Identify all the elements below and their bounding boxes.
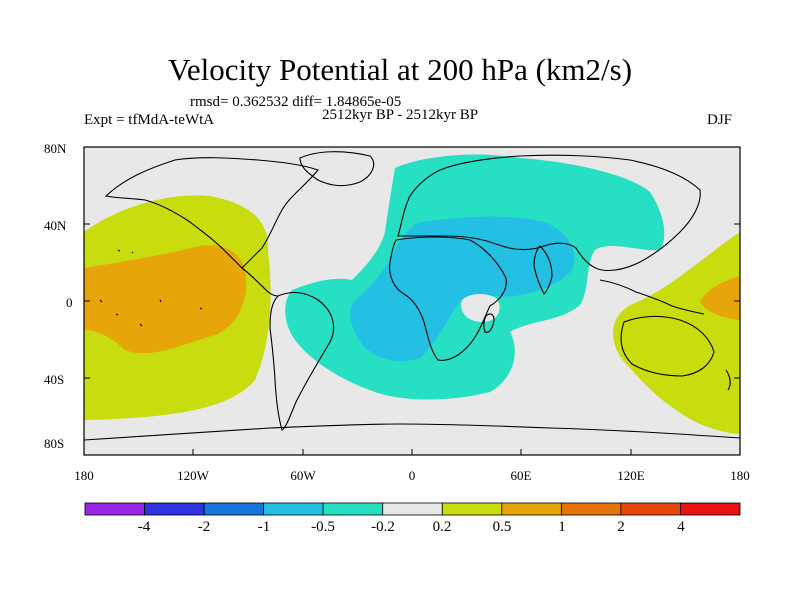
africa-negative-moderate — [350, 216, 575, 362]
lon-label-60e: 60E — [510, 468, 532, 483]
colorbar-label: 0.5 — [492, 519, 512, 535]
coast-maritime — [599, 279, 705, 315]
coast-madagascar — [483, 313, 495, 333]
colorbar-box-8 — [560, 502, 622, 516]
colorbar-box-4 — [322, 502, 384, 516]
lat-label-40n: 40N — [44, 218, 67, 233]
colorbar-label: -4 — [137, 519, 151, 535]
lon-label-180e: 180 — [730, 468, 750, 483]
westpac-positive-moderate — [700, 276, 740, 320]
lat-label-40s: 40S — [44, 372, 65, 387]
colorbar-box-9 — [620, 502, 681, 516]
colorbar-label: -0.2 — [371, 519, 395, 535]
axis-ticks — [83, 146, 741, 456]
coast-south-america — [269, 291, 335, 431]
lat-label-80s: 80S — [44, 436, 65, 451]
plot-title: Velocity Potential at 200 hPa (km2/s) — [167, 52, 633, 87]
coast-new-zealand — [725, 369, 731, 391]
colorbar-box-6 — [441, 502, 503, 516]
lat-label-0: 0 — [66, 295, 73, 310]
lon-label-120w: 120W — [177, 468, 209, 483]
colorbar-label: -1 — [257, 519, 271, 535]
coast-antarctica — [84, 423, 740, 441]
lon-label-60w: 60W — [290, 468, 316, 483]
coast-australia — [620, 315, 715, 377]
period-label: 2512kyr BP - 2512kyr BP — [322, 107, 479, 123]
lat-label-80n: 80N — [44, 141, 67, 156]
lon-label-0: 0 — [408, 468, 416, 483]
colorbar-box-7 — [501, 502, 562, 516]
colorbar-label: 0.2 — [432, 519, 452, 535]
colorbar-label: 2 — [617, 519, 625, 535]
contour-field — [84, 151, 740, 441]
colorbar-box-2 — [203, 502, 265, 516]
colorbar-label: 4 — [677, 519, 685, 535]
coast-pacific-islands — [99, 249, 203, 327]
westpac-positive-weak — [613, 232, 740, 434]
colorbar-box-5 — [382, 502, 443, 516]
colorbar-label: -0.5 — [311, 519, 335, 535]
stats-line: rmsd= 0.362532 diff= 1.84865e-05 — [190, 94, 402, 110]
coastlines — [84, 151, 740, 441]
colorbar-label: 1 — [558, 519, 566, 535]
coast-central-america — [241, 267, 279, 297]
colorbar-box-1 — [144, 502, 205, 516]
coast-eurasia — [397, 154, 701, 272]
season-label: DJF — [707, 112, 733, 128]
experiment-label: Expt = tfMdA-teWtA — [84, 112, 215, 128]
colorbar-box-0 — [84, 502, 145, 516]
coast-africa — [389, 236, 507, 361]
pacific-positive-moderate — [84, 245, 247, 354]
colorbar-box-10 — [680, 502, 741, 516]
colorbar — [84, 502, 741, 516]
colorbar-box-3 — [263, 502, 324, 516]
coast-india — [533, 245, 553, 295]
lon-label-180w: 180 — [74, 468, 94, 483]
coast-north-america — [104, 157, 319, 269]
colorbar-label: -2 — [197, 519, 211, 535]
madagascar-gap — [461, 294, 500, 322]
coast-greenland — [299, 151, 375, 187]
lon-label-120e: 120E — [617, 468, 645, 483]
